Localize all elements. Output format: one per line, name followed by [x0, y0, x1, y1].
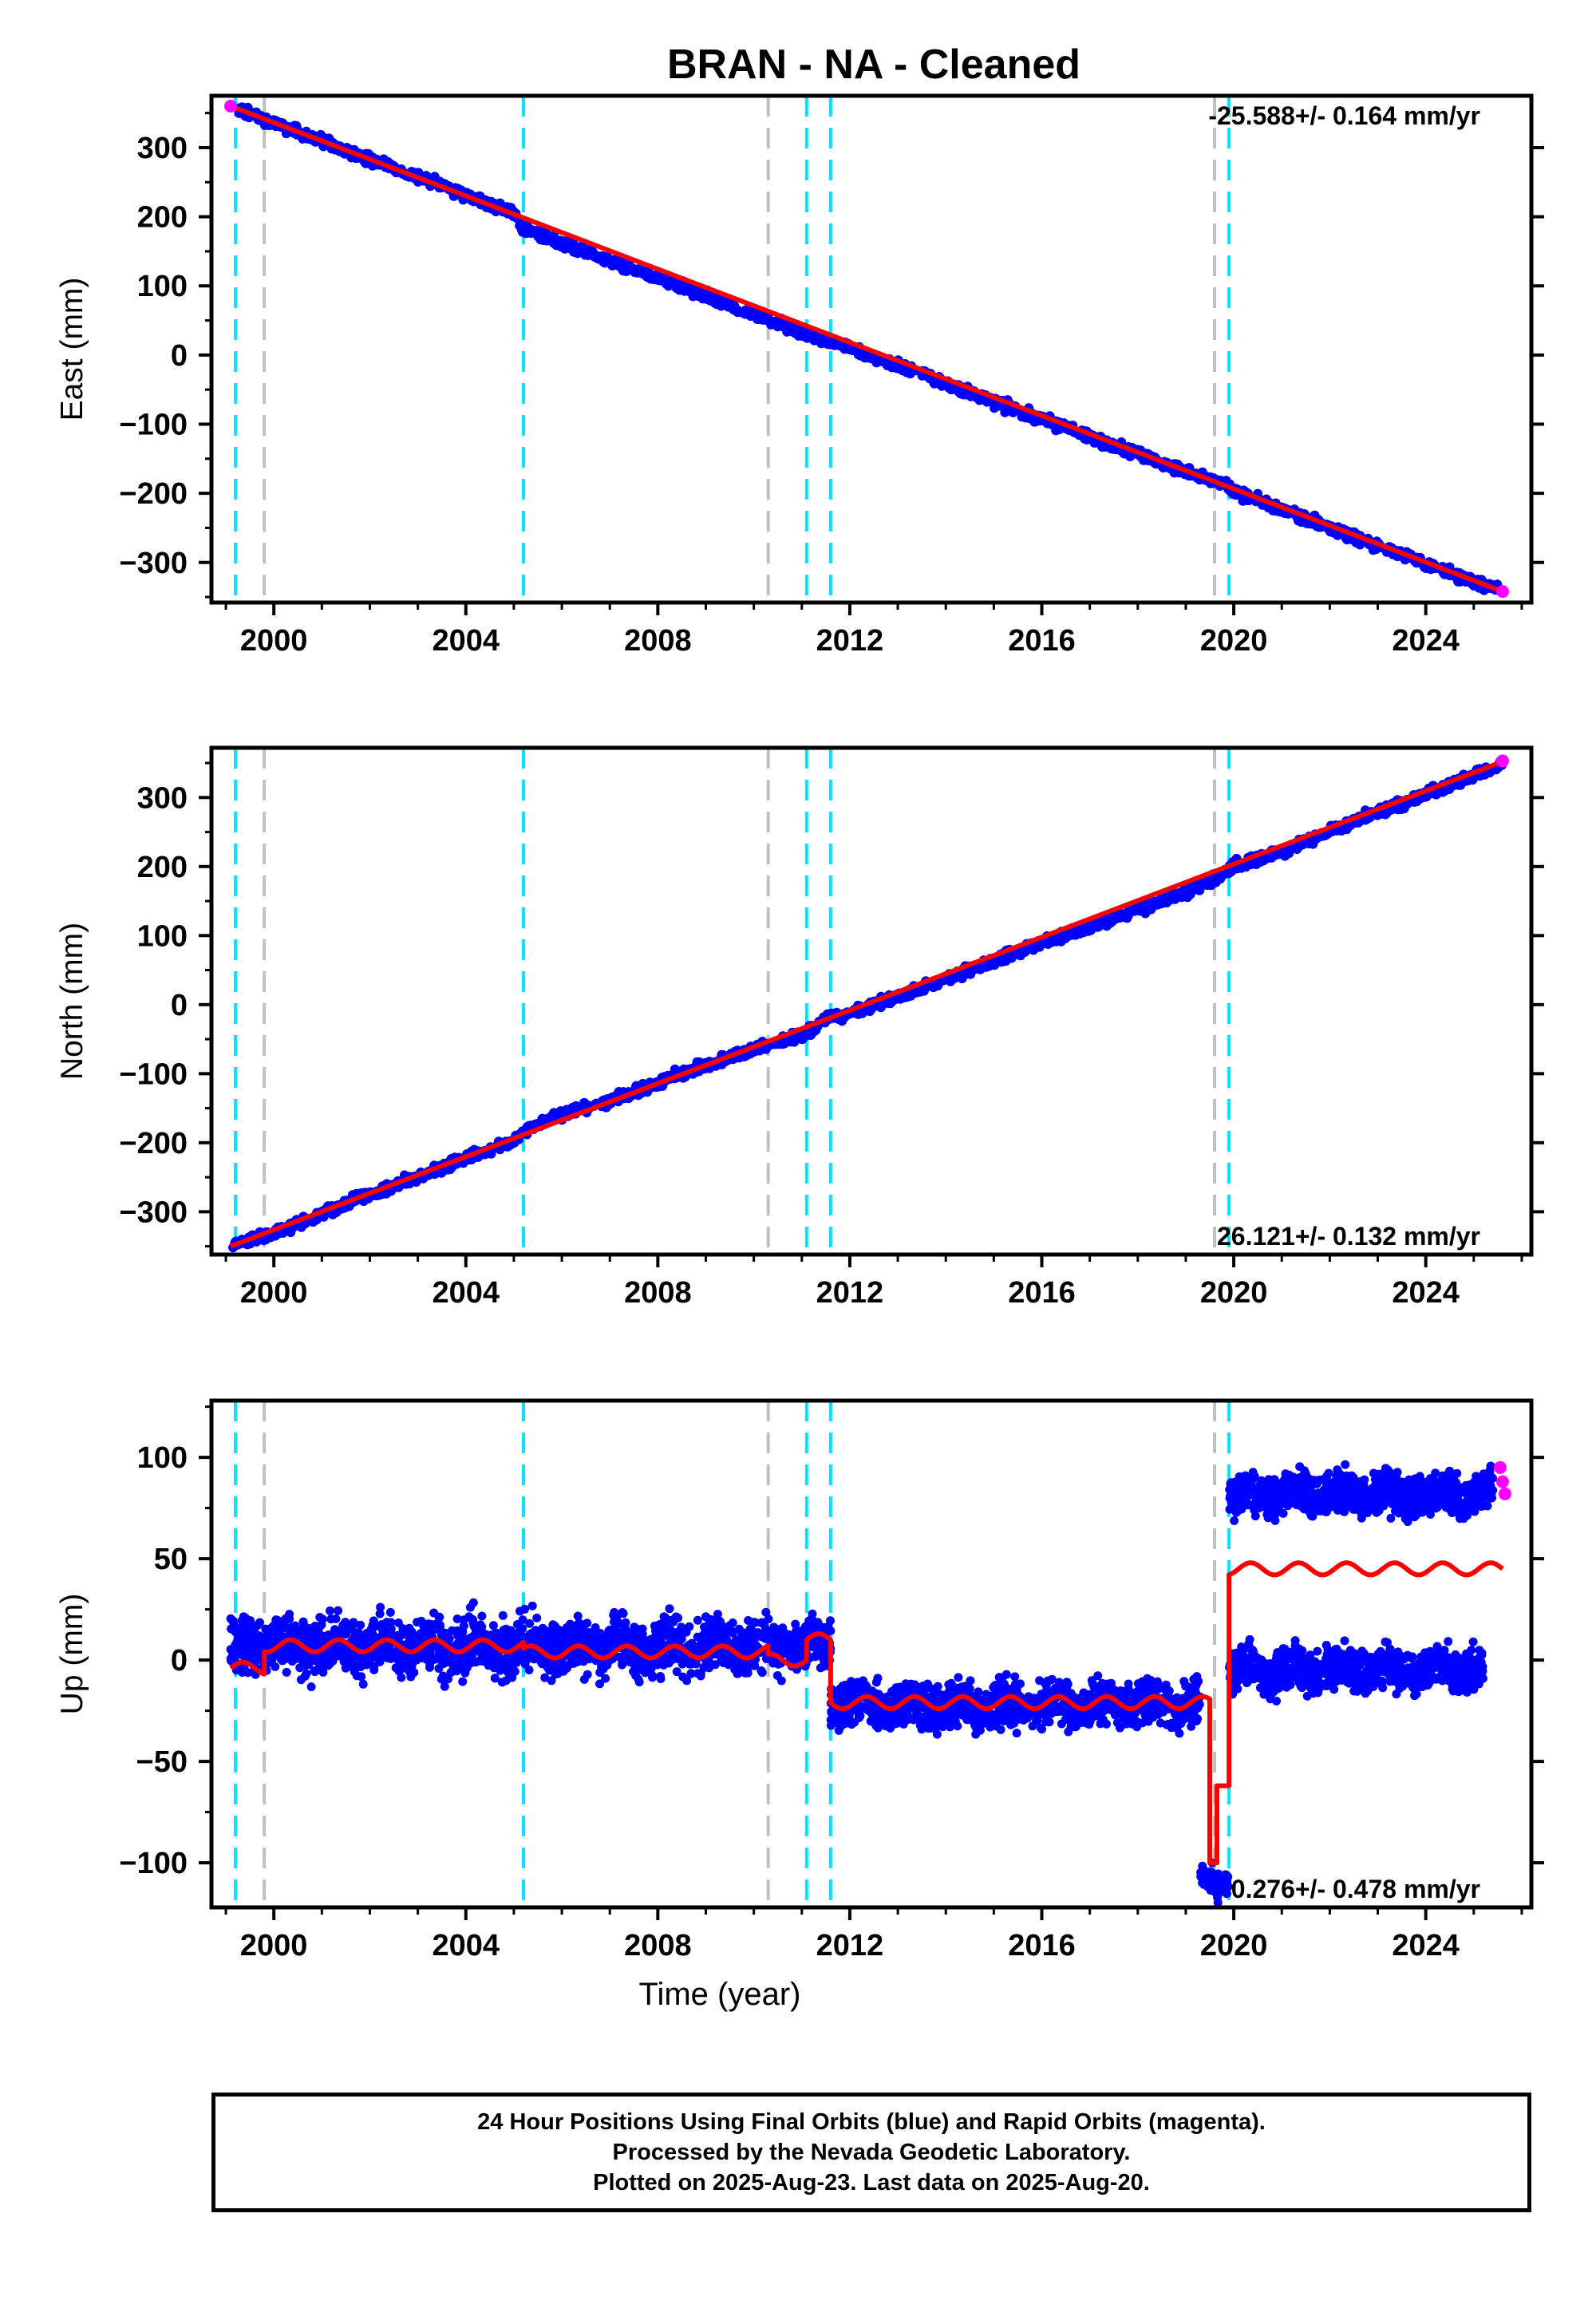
data-point: [520, 1604, 530, 1614]
data-point: [646, 272, 656, 283]
data-point: [532, 1613, 542, 1622]
data-point: [536, 230, 547, 240]
data-point: [1170, 888, 1180, 899]
y-tick-label: −200: [119, 1127, 188, 1160]
data-point: [1143, 902, 1153, 912]
data-point: [749, 310, 759, 320]
data-point: [685, 287, 695, 297]
data-point: [990, 960, 1000, 970]
data-point: [631, 267, 642, 277]
data-point: [1437, 787, 1448, 797]
data-point: [612, 259, 622, 269]
x-tick-label: 2012: [816, 1276, 884, 1310]
chart-title: BRAN - NA - Cleaned: [667, 41, 1080, 88]
data-point: [527, 225, 537, 235]
data-point: [598, 251, 608, 261]
x-tick-label: 2020: [1200, 624, 1268, 658]
data-point: [670, 1064, 680, 1074]
data-point: [527, 1601, 537, 1611]
model-fit-line: [229, 104, 1503, 594]
x-tick-label: 2008: [624, 1276, 692, 1310]
y-tick-label: 200: [137, 851, 188, 884]
data-point: [694, 287, 705, 296]
rapid-orbit-point: [224, 99, 238, 113]
data-point: [655, 275, 666, 286]
x-tick-label: 2004: [432, 624, 500, 658]
data-point: [306, 1682, 316, 1692]
x-tick-label: 2012: [816, 624, 884, 658]
y-axis-label: North (mm): [55, 923, 89, 1080]
rate-label: -25.588+/- 0.164 mm/yr: [1208, 101, 1480, 130]
x-tick-label: 2008: [624, 624, 692, 658]
data-point: [559, 243, 569, 252]
data-point: [326, 1606, 334, 1615]
data-point: [580, 250, 591, 260]
east-panel: −300 −200 −100 0 100 200 300 2000 2004 2008 2012 20…: [55, 93, 1544, 658]
y-tick-label: −100: [119, 408, 188, 441]
x-tick-label: 2004: [432, 1276, 500, 1310]
data-point: [282, 1667, 291, 1677]
x-tick-label: 2020: [1200, 1276, 1268, 1310]
x-tick-label: 2024: [1392, 1276, 1460, 1310]
y-tick-label: 0: [171, 339, 188, 373]
y-tick-label: 200: [137, 201, 188, 235]
data-point: [1196, 879, 1207, 889]
y-tick-label: 100: [137, 919, 188, 953]
data-point: [693, 1615, 702, 1625]
data-point: [468, 1598, 478, 1607]
data-point: [326, 1614, 336, 1624]
data-point: [488, 1621, 498, 1630]
data-point: [545, 232, 555, 243]
model-fit-line: [229, 759, 1503, 1249]
data-point: [668, 280, 678, 290]
x-tick-label: 2000: [240, 1276, 308, 1310]
y-axis-label: East (mm): [55, 278, 89, 421]
y-tick-label: 300: [137, 132, 188, 165]
y-tick-label: −300: [119, 1196, 188, 1229]
x-tick-label: 2024: [1392, 624, 1460, 658]
y-tick-label: 0: [171, 989, 188, 1022]
data-point: [573, 244, 583, 255]
data-point: [806, 331, 816, 342]
rate-label: 26.121+/- 0.132 mm/yr: [1217, 1222, 1480, 1251]
x-tick-label: 2000: [240, 624, 308, 658]
y-tick-label: −300: [119, 547, 188, 580]
data-point: [1115, 911, 1125, 922]
y-tick-label: 300: [137, 781, 188, 815]
x-tick-label: 2016: [1008, 1276, 1076, 1310]
data-point: [974, 395, 985, 405]
data-point: [770, 319, 780, 330]
data-point: [1092, 437, 1102, 448]
data-point: [477, 1611, 487, 1621]
y-tick-label: 100: [137, 270, 188, 303]
data-point: [733, 307, 743, 318]
data-point: [1258, 856, 1269, 866]
x-tick-label: 2016: [1008, 624, 1076, 658]
north-panel: −300 −200 −100 0 100 200 300 2000 2004 2008 2012 20…: [55, 745, 1544, 1310]
y-tick-label: −200: [119, 477, 188, 511]
y-tick-label: −100: [119, 1057, 188, 1091]
rapid-orbit-point: [1495, 585, 1509, 599]
rapid-orbit-point: [1495, 754, 1509, 768]
data-point: [1025, 413, 1035, 424]
data-point: [792, 328, 801, 338]
data-point: [672, 1667, 681, 1677]
blue-data-points: [226, 1460, 1498, 1907]
data-point: [620, 263, 630, 273]
data-point: [868, 353, 879, 363]
data-point: [705, 295, 716, 306]
